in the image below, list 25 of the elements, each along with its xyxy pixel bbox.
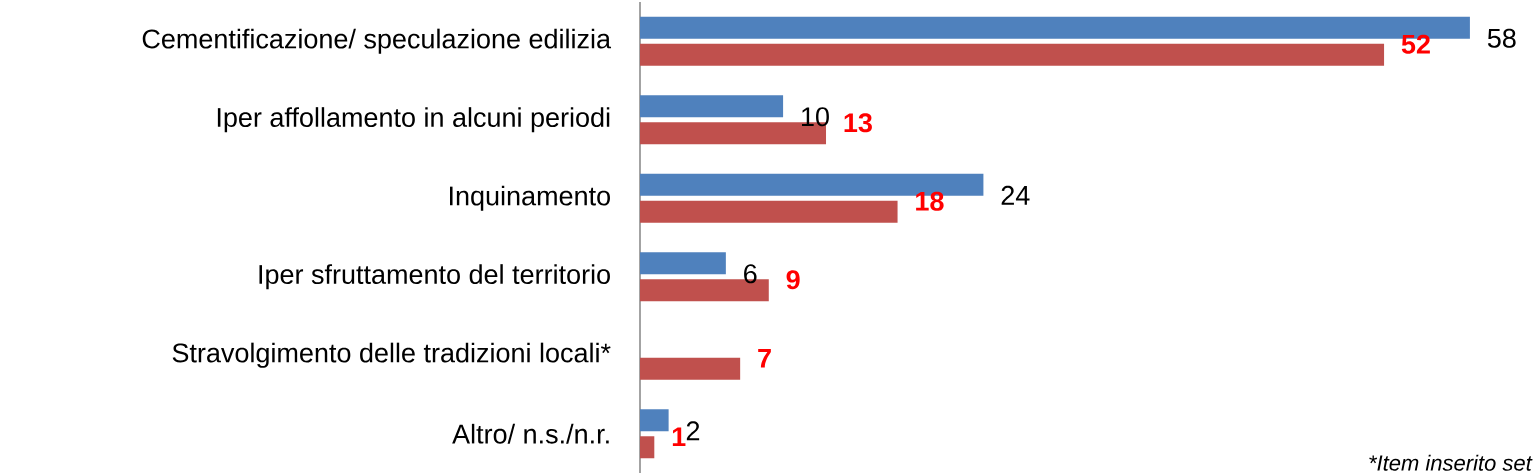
data-label: 1 <box>672 427 686 447</box>
y-tick-label: Inquinamento <box>450 185 610 211</box>
data-label: 24 <box>1001 185 1030 205</box>
data-label: 58 <box>1487 28 1516 48</box>
bar <box>640 409 669 432</box>
data-label: 9 <box>786 270 800 290</box>
data-label: 52 <box>1401 34 1430 54</box>
y-tick-label: Altro/ n.s./n.r. <box>452 423 609 444</box>
bar <box>640 200 898 223</box>
y-tick-label: Cementificazione/ speculazione edilizia <box>142 28 612 54</box>
y-tick-label: Stravolgimento delle tradizioni locali* <box>172 342 611 368</box>
data-label: 2 <box>686 421 700 441</box>
data-label: 7 <box>758 348 771 368</box>
y-tick-label: Iper affollamento in alcuni periodi <box>217 107 610 133</box>
bar <box>640 43 1385 66</box>
annotation: *Item inserito set <box>1369 454 1533 471</box>
y-tick-label: Iper sfruttamento del territorio <box>259 264 610 290</box>
bar <box>640 252 726 275</box>
bar <box>640 95 784 118</box>
data-label: 6 <box>744 264 757 284</box>
bar <box>640 357 741 380</box>
data-label: 13 <box>844 113 872 133</box>
data-label: 18 <box>916 191 944 211</box>
bar <box>640 436 655 459</box>
data-label: 10 <box>802 107 829 127</box>
